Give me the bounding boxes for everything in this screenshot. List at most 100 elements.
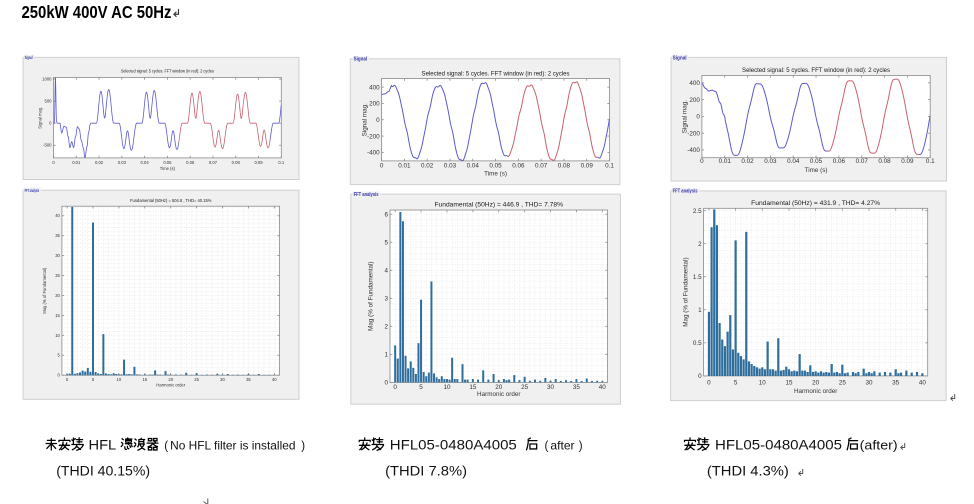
svg-text:2: 2 <box>384 324 388 331</box>
svg-text:Mag (% of Fundamental): Mag (% of Fundamental) <box>42 267 47 314</box>
svg-text:): ) <box>579 440 583 452</box>
svg-text:2.5: 2.5 <box>693 208 702 215</box>
svg-text:FFT analysis: FFT analysis <box>673 189 698 195</box>
svg-text:Signal: Signal <box>673 55 687 61</box>
svg-text:(THDI 7.8%): (THDI 7.8%) <box>385 463 467 479</box>
svg-text:0.05: 0.05 <box>810 158 823 165</box>
svg-text:0.07: 0.07 <box>535 163 548 170</box>
svg-text:Fundamental (50Hz) = 504.8 , T: Fundamental (50Hz) = 504.8 , THD= 40.15% <box>130 198 211 203</box>
svg-text:6: 6 <box>384 211 388 218</box>
svg-text:Time (s): Time (s) <box>160 166 176 171</box>
svg-text:0.1: 0.1 <box>605 163 614 170</box>
svg-text:0.06: 0.06 <box>512 163 525 170</box>
svg-text:1: 1 <box>698 307 702 314</box>
svg-text:HFL05-0480A4005: HFL05-0480A4005 <box>390 437 517 452</box>
svg-text:0.09: 0.09 <box>901 158 914 165</box>
svg-text:0.01: 0.01 <box>72 160 81 165</box>
svg-text:(: ( <box>545 440 549 452</box>
svg-text:0.08: 0.08 <box>232 160 241 165</box>
svg-text:15: 15 <box>55 313 60 318</box>
svg-text:25: 25 <box>521 384 529 391</box>
svg-text:Harmonic order: Harmonic order <box>477 391 520 398</box>
svg-text:Time (s): Time (s) <box>805 167 828 174</box>
svg-text:20: 20 <box>168 377 173 382</box>
svg-text:0.08: 0.08 <box>558 163 571 170</box>
svg-text:0: 0 <box>376 117 380 124</box>
svg-text:0.03: 0.03 <box>444 163 457 170</box>
svg-text:(THDI 4.3%): (THDI 4.3%) <box>707 463 789 479</box>
svg-text:500: 500 <box>45 99 53 104</box>
svg-text:35: 35 <box>246 377 251 382</box>
svg-text:-400: -400 <box>367 150 380 157</box>
svg-text:No HFL filter is installed: No HFL filter is installed <box>170 438 295 452</box>
svg-text:Signal mag.: Signal mag. <box>682 100 689 134</box>
svg-text:0.1: 0.1 <box>278 160 284 165</box>
svg-text:25: 25 <box>839 379 847 386</box>
svg-text:0.1: 0.1 <box>926 158 935 165</box>
svg-text:40: 40 <box>599 384 607 391</box>
svg-text:-400: -400 <box>687 147 700 154</box>
svg-text:35: 35 <box>892 379 900 386</box>
svg-text:Fundamental (50Hz) = 431.9 , T: Fundamental (50Hz) = 431.9 , THD= 4.27% <box>751 200 880 207</box>
svg-text:0.08: 0.08 <box>878 158 891 165</box>
svg-text:0.07: 0.07 <box>209 160 218 165</box>
svg-text:15: 15 <box>142 377 147 382</box>
svg-text:0: 0 <box>66 377 69 382</box>
svg-text:-500: -500 <box>43 143 52 148</box>
svg-text:Mag (% of Fundamental): Mag (% of Fundamental) <box>367 262 374 331</box>
svg-text:25: 25 <box>194 377 199 382</box>
svg-text:0: 0 <box>384 380 388 387</box>
svg-text:10: 10 <box>55 333 60 338</box>
svg-text:(after): (after) <box>860 437 898 452</box>
svg-text:15: 15 <box>785 379 793 386</box>
svg-text:0: 0 <box>393 384 397 391</box>
svg-text:5: 5 <box>92 377 95 382</box>
svg-text:5: 5 <box>384 239 388 246</box>
svg-text:0.04: 0.04 <box>467 163 480 170</box>
svg-text:after: after <box>550 438 574 452</box>
svg-text:5: 5 <box>58 353 61 358</box>
svg-text:0.03: 0.03 <box>118 160 127 165</box>
svg-text:HFL05-0480A4005: HFL05-0480A4005 <box>715 437 842 452</box>
svg-text:0.05: 0.05 <box>163 160 172 165</box>
svg-text:10: 10 <box>443 384 451 391</box>
svg-text:400: 400 <box>369 84 380 91</box>
svg-text:1.5: 1.5 <box>693 274 702 281</box>
svg-text:40: 40 <box>919 379 927 386</box>
svg-text:200: 200 <box>369 101 380 108</box>
svg-text:Signal: Signal <box>25 55 33 60</box>
svg-text:0.06: 0.06 <box>833 158 846 165</box>
svg-text:0.04: 0.04 <box>787 158 800 165</box>
svg-text:-200: -200 <box>687 130 700 137</box>
svg-text:0.03: 0.03 <box>764 158 777 165</box>
svg-text:0.09: 0.09 <box>254 160 263 165</box>
svg-text:1: 1 <box>384 352 388 359</box>
svg-text:40: 40 <box>55 213 60 218</box>
svg-text:30: 30 <box>220 377 225 382</box>
svg-text:250kW 400V AC 50Hz: 250kW 400V AC 50Hz <box>22 2 172 22</box>
svg-text:Signal mag.: Signal mag. <box>362 103 369 137</box>
svg-text:0: 0 <box>707 379 711 386</box>
svg-text:): ) <box>301 440 305 452</box>
svg-text:0.07: 0.07 <box>856 158 869 165</box>
svg-text:30: 30 <box>866 379 874 386</box>
svg-text:15: 15 <box>469 384 477 391</box>
svg-text:0.09: 0.09 <box>581 163 594 170</box>
svg-text:Selected signal: 5 cycles. FFT: Selected signal: 5 cycles. FFT window (i… <box>121 69 215 74</box>
svg-text:30: 30 <box>547 384 555 391</box>
svg-text:4: 4 <box>384 267 388 274</box>
svg-text:Selected signal: 5 cycles. FFT: Selected signal: 5 cycles. FFT window (i… <box>422 70 570 77</box>
svg-text:(: ( <box>164 440 168 452</box>
svg-text:35: 35 <box>55 233 60 238</box>
svg-text:3: 3 <box>384 296 388 303</box>
svg-text:1000: 1000 <box>42 77 52 82</box>
svg-text:2: 2 <box>698 241 702 248</box>
svg-text:20: 20 <box>55 293 60 298</box>
svg-text:30: 30 <box>55 253 60 258</box>
svg-text:Signal mag.: Signal mag. <box>38 107 43 129</box>
svg-text:0: 0 <box>58 373 61 378</box>
svg-text:0.05: 0.05 <box>489 163 502 170</box>
svg-text:0: 0 <box>696 114 700 121</box>
svg-text:Harmonic order: Harmonic order <box>794 388 837 395</box>
svg-text:Mag (% of Fundamental): Mag (% of Fundamental) <box>683 257 690 326</box>
